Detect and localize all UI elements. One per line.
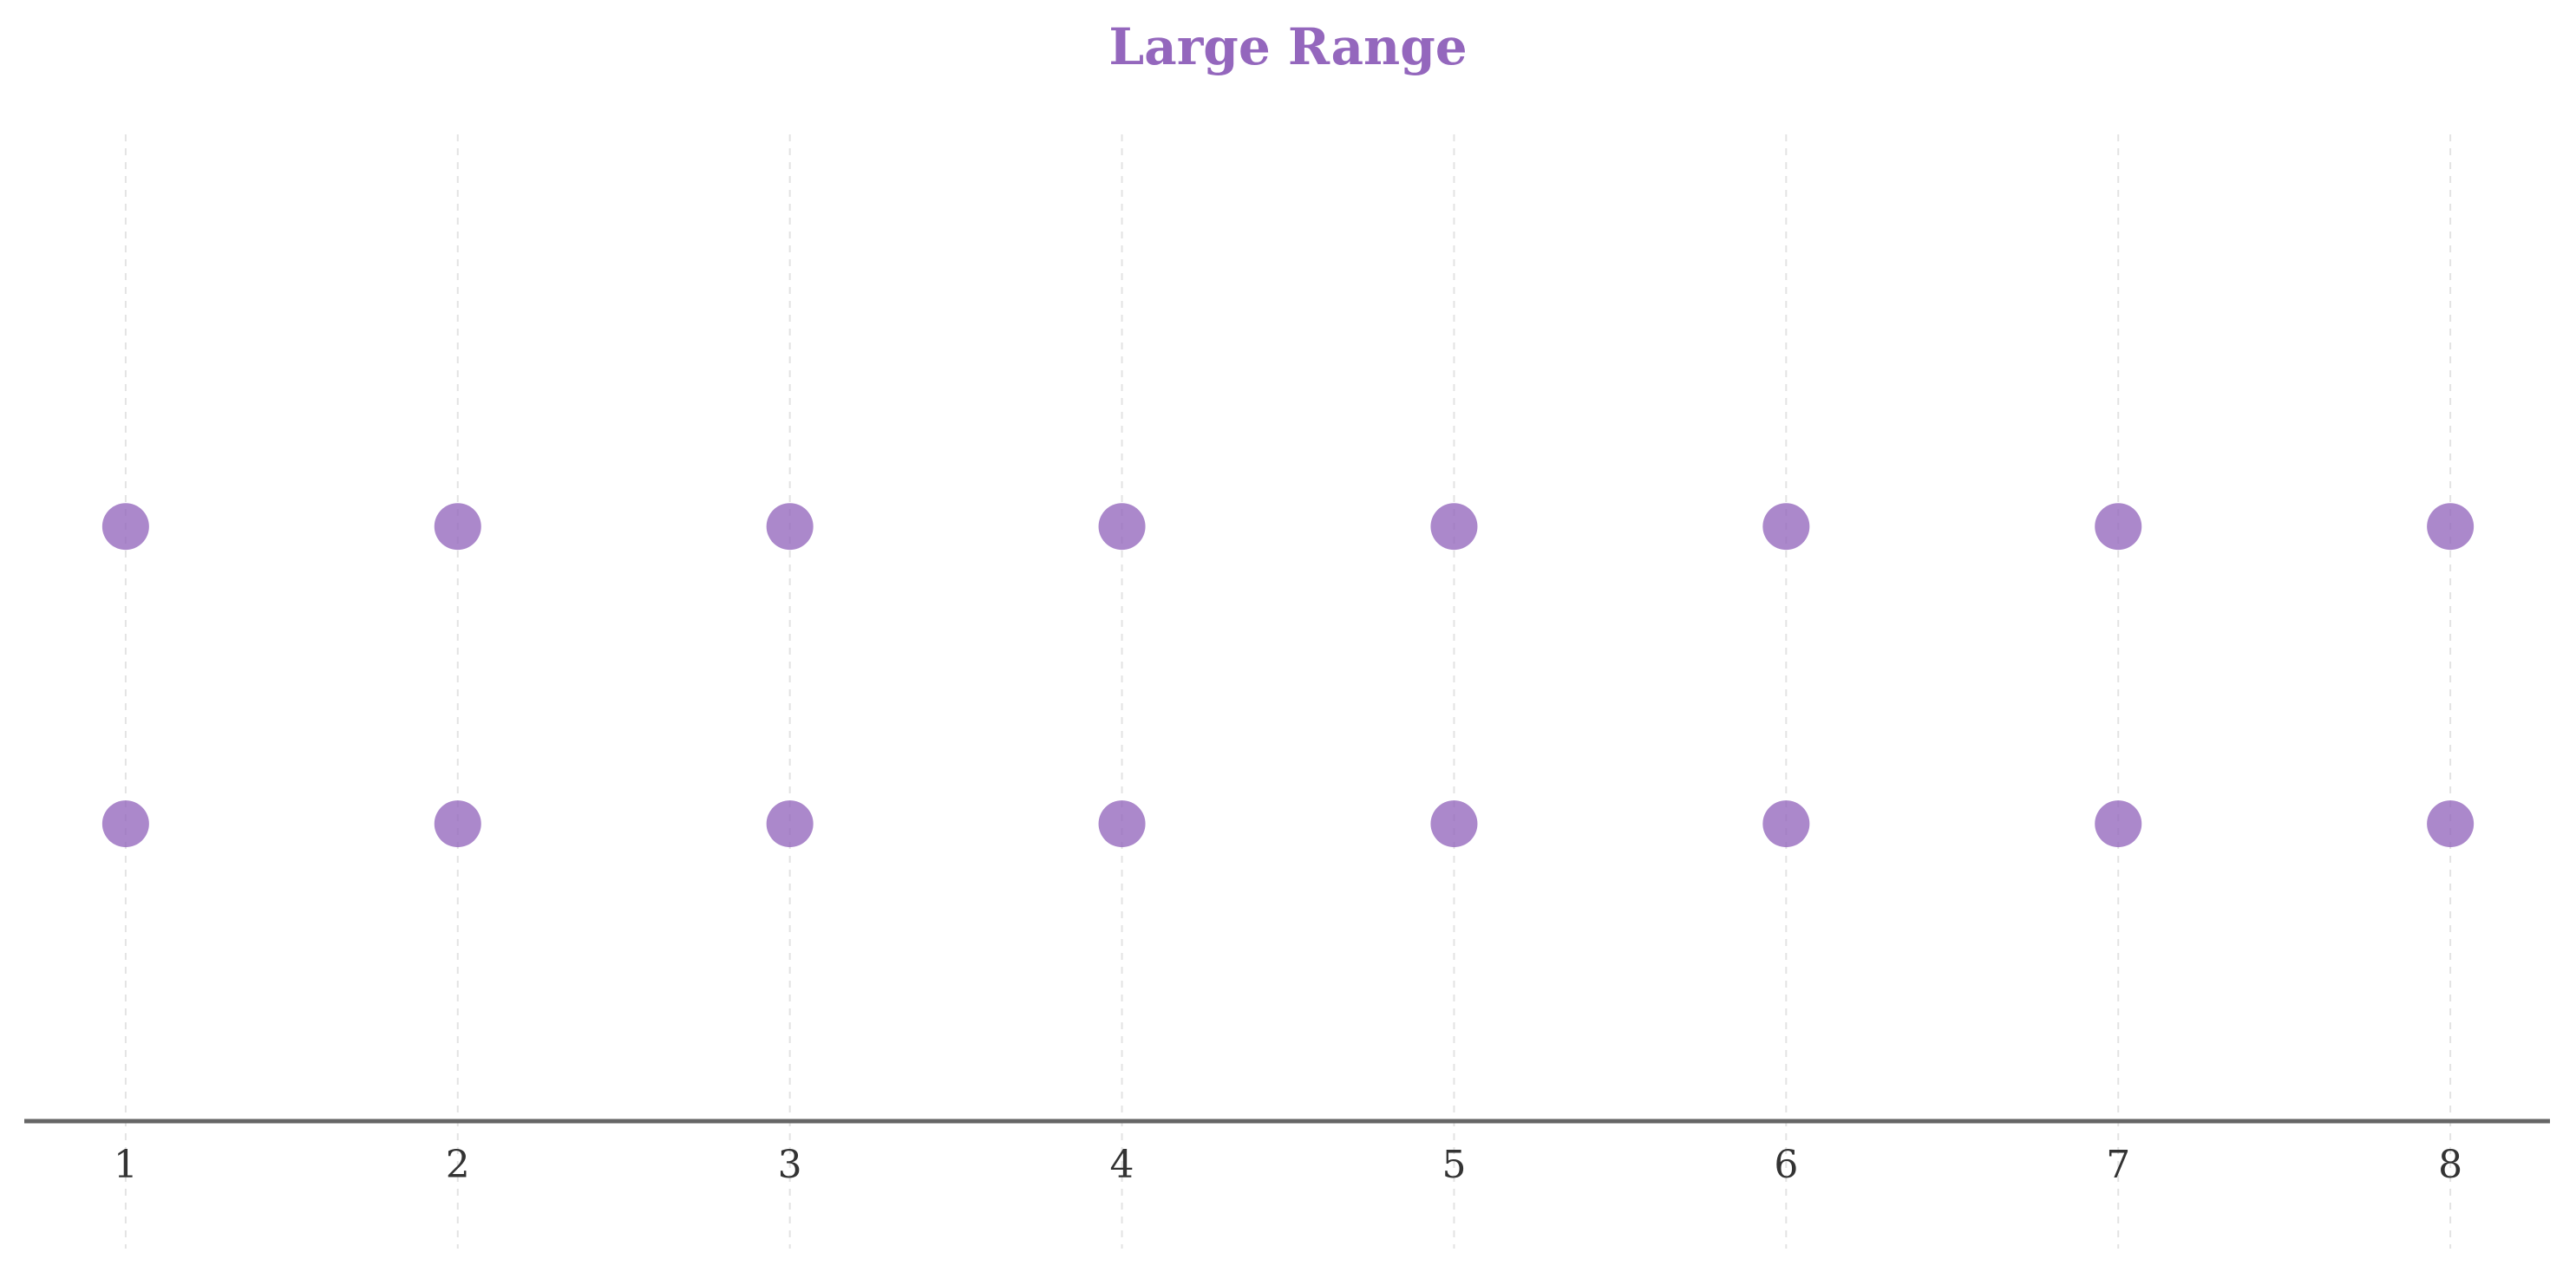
data-point-s2-x5 — [1430, 800, 1478, 848]
grid-lines — [124, 134, 2452, 1249]
chart-title: Large Range — [1108, 17, 1468, 76]
data-point-s1-x5 — [1430, 503, 1478, 551]
data-point-s1-x6 — [1762, 503, 1810, 551]
data-point-s1-x7 — [2095, 503, 2142, 551]
x-tick-labels: 1 2 3 4 5 6 7 8 — [114, 1143, 2462, 1187]
data-point-s2-x4 — [1098, 800, 1146, 848]
data-point-s2-x3 — [766, 800, 814, 848]
data-point-s2-x1 — [101, 800, 149, 848]
x-tick-label-5: 5 — [1442, 1143, 1466, 1187]
data-point-s2-x2 — [434, 800, 481, 848]
data-point-s1-x4 — [1098, 503, 1146, 551]
data-point-s2-x8 — [2427, 800, 2475, 848]
data-point-s1-x2 — [434, 503, 481, 551]
x-tick-label-8: 8 — [2438, 1143, 2462, 1187]
x-tick-label-6: 6 — [1774, 1143, 1798, 1187]
x-tick-label-2: 2 — [446, 1143, 470, 1187]
x-tick-label-1: 1 — [114, 1143, 138, 1187]
data-point-s1-x3 — [766, 503, 814, 551]
x-tick-label-4: 4 — [1110, 1143, 1134, 1187]
x-tick-label-7: 7 — [2106, 1143, 2130, 1187]
data-point-s1-x8 — [2427, 503, 2475, 551]
data-point-s2-x6 — [1762, 800, 1810, 848]
data-points — [101, 503, 2475, 848]
data-point-s2-x7 — [2095, 800, 2142, 848]
data-point-s1-x1 — [101, 503, 149, 551]
x-tick-label-3: 3 — [778, 1143, 802, 1187]
